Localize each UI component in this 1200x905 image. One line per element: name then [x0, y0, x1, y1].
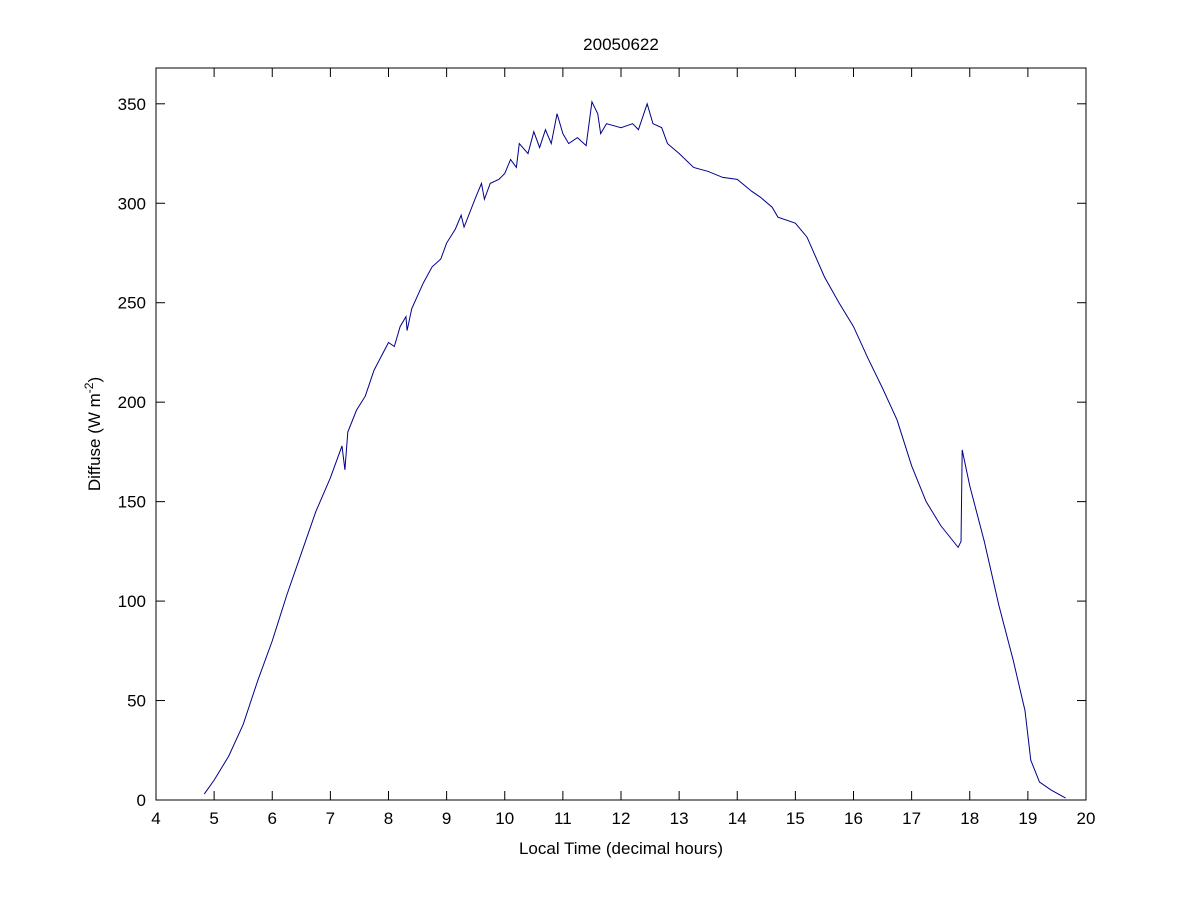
- y-tick-label: 200: [118, 393, 146, 412]
- x-tick-label: 4: [151, 809, 160, 828]
- x-tick-label: 13: [670, 809, 689, 828]
- x-tick-label: 15: [786, 809, 805, 828]
- x-tick-label: 18: [960, 809, 979, 828]
- x-tick-label: 17: [902, 809, 921, 828]
- x-tick-label: 10: [495, 809, 514, 828]
- y-tick-label: 350: [118, 95, 146, 114]
- y-tick-label: 50: [127, 692, 146, 711]
- y-axis-label: Diffuse (W m-2): [82, 377, 104, 491]
- x-tick-label: 11: [554, 809, 572, 828]
- x-tick-label: 20: [1077, 809, 1096, 828]
- y-tick-label: 300: [118, 194, 146, 213]
- x-tick-label: 5: [209, 809, 218, 828]
- x-tick-label: 9: [442, 809, 451, 828]
- x-tick-label: 19: [1018, 809, 1037, 828]
- x-tick-label: 14: [728, 809, 747, 828]
- x-tick-label: 6: [268, 809, 277, 828]
- x-tick-label: 8: [384, 809, 393, 828]
- x-tick-label: 12: [612, 809, 631, 828]
- chart-title: 20050622: [583, 35, 659, 54]
- y-tick-label: 150: [118, 493, 146, 512]
- data-line: [203, 100, 1066, 799]
- y-label-end: ): [85, 377, 104, 383]
- x-tick-label: 7: [326, 809, 335, 828]
- y-label-sup: -2: [82, 382, 96, 393]
- y-tick-label: 0: [137, 791, 146, 810]
- x-tick-label: 16: [844, 809, 863, 828]
- x-axis-label: Local Time (decimal hours): [519, 839, 723, 858]
- y-tick-label: 100: [118, 592, 146, 611]
- y-label-text: Diffuse (W m: [85, 393, 104, 491]
- y-tick-label: 250: [118, 294, 146, 313]
